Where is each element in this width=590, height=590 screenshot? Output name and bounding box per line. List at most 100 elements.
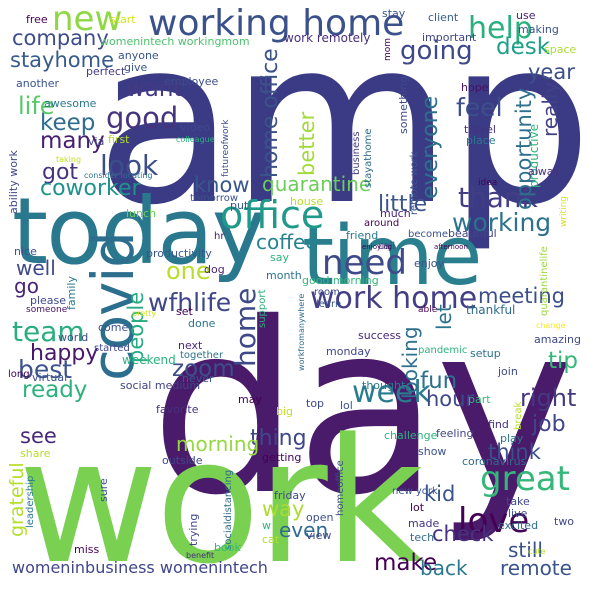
word-monday: monday <box>326 345 371 358</box>
word-thankful: thankful <box>466 303 516 317</box>
word-zoom: zoom <box>172 356 235 382</box>
word-much: much <box>380 207 411 220</box>
word-better: better <box>295 111 319 176</box>
word-work-remotely: work remotely <box>284 31 371 45</box>
word-anyone: anyone <box>118 49 159 62</box>
word-business: business <box>351 131 362 175</box>
word-alway: alway <box>528 165 561 178</box>
word-look: look <box>100 149 159 182</box>
word-amazing: amazing <box>534 333 581 346</box>
word-challenge: challenge <box>384 429 438 442</box>
word-leadership: leadership <box>25 475 36 528</box>
word-live: live <box>508 507 528 520</box>
word-good: good <box>106 101 179 135</box>
word-see: see <box>20 424 57 448</box>
word-happy: happy <box>30 341 99 366</box>
word-together: together <box>180 350 224 361</box>
word-become: become <box>408 229 449 240</box>
word-help: help <box>468 11 533 46</box>
word-cute: cute <box>528 547 546 556</box>
word-want: want <box>126 76 183 102</box>
word-free: free <box>26 13 48 26</box>
word-good-morning: good morning <box>302 274 379 287</box>
word-workfromanywhere: workfromanywhere <box>297 293 306 371</box>
word-setup: setup <box>470 347 501 360</box>
word-womenintech-workingmom: womenintech workingmom <box>100 35 250 48</box>
word-making: making <box>518 23 559 36</box>
word-taking: taking <box>56 155 82 164</box>
word-thing: thing <box>250 426 307 451</box>
word-coffee: coffee <box>256 230 318 254</box>
word-home: home <box>229 287 262 367</box>
word-change: change <box>536 321 566 330</box>
word-week: week <box>352 375 431 410</box>
word-kid: kid <box>424 482 456 506</box>
word-job: job <box>532 412 566 437</box>
word-awesome: awesome <box>44 97 97 110</box>
word-futureofwork: futureofwork <box>221 119 231 177</box>
word-social-medium: social medium <box>120 379 201 392</box>
word-please: please <box>30 294 67 307</box>
word-idea: idea <box>478 178 498 188</box>
word-put: put <box>230 199 249 212</box>
word-thought: thought <box>362 379 406 392</box>
word-trying: trying <box>187 513 200 546</box>
word-able: able <box>418 305 438 315</box>
word-dog: dog <box>204 263 225 276</box>
word-via: via <box>88 135 105 148</box>
word-may: may <box>238 393 262 406</box>
word-stayhome: stayhome <box>10 48 115 72</box>
word-made: made <box>408 517 440 530</box>
word-world: world <box>58 331 89 344</box>
word-perfect: perfect <box>86 65 126 78</box>
word-back: back <box>420 556 468 580</box>
word-everyone: everyone <box>418 95 443 199</box>
word-morning: morning <box>176 432 260 456</box>
word-take: take <box>506 495 530 508</box>
word-new-york: new york <box>392 486 438 497</box>
word-mom: mom <box>383 37 393 61</box>
word-writing: writing <box>559 195 569 227</box>
word-going: going <box>400 36 473 66</box>
word-remote: remote <box>500 556 572 580</box>
word-quarantine: quarantine <box>262 172 372 196</box>
word-travel: travel <box>464 123 496 136</box>
word-call: call <box>378 241 396 252</box>
word-desk: desk <box>496 34 551 60</box>
word-fun: fun <box>420 368 458 394</box>
word-still: still <box>508 538 543 562</box>
word-employee: employee <box>164 75 219 88</box>
word-long: long <box>8 369 30 380</box>
word-enjoying: enjoying <box>362 243 392 251</box>
word-love: love <box>458 501 530 541</box>
word-hope: hope <box>461 81 489 94</box>
word-w: w <box>262 519 271 532</box>
word-say: say <box>270 251 289 264</box>
word-excited: excited <box>498 519 539 532</box>
word-share: share <box>20 447 51 460</box>
word-favorite: favorite <box>156 403 199 416</box>
word-enjoy: enjoy <box>414 257 445 270</box>
word-benefit: benefit <box>186 551 215 560</box>
word-important: important <box>422 31 477 44</box>
word-consider-locating: consider locating <box>84 171 153 180</box>
word-virtual: virtual <box>32 371 68 384</box>
word-support: support <box>257 289 268 328</box>
word-view: view <box>306 529 332 542</box>
word-someone: someone <box>26 305 68 315</box>
word-miss: miss <box>74 543 100 556</box>
word-keep: keep <box>40 110 96 136</box>
word-time: time <box>302 209 482 304</box>
word-work-home: work home <box>310 281 478 316</box>
word-colleague: colleague <box>176 135 215 144</box>
word-done: done <box>188 317 216 330</box>
word-set: set <box>176 305 193 318</box>
word-even: even <box>279 518 329 542</box>
word-day: day <box>150 272 575 547</box>
word-check: check <box>432 522 494 546</box>
word-tomorrow: tomorrow <box>190 193 239 204</box>
word-way: way <box>262 497 305 521</box>
word-today: today <box>12 178 266 285</box>
word-pretty: pretty <box>132 309 157 318</box>
word-first: first <box>108 133 130 146</box>
